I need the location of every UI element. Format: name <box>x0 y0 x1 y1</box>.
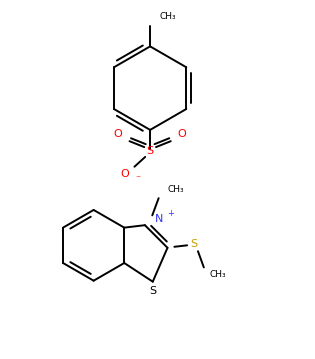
Text: O: O <box>178 129 186 139</box>
Text: CH₃: CH₃ <box>209 270 226 279</box>
Text: +: + <box>167 209 174 218</box>
Text: ⁻: ⁻ <box>136 174 141 184</box>
Text: N: N <box>154 214 163 224</box>
Text: CH₃: CH₃ <box>159 13 176 22</box>
Text: S: S <box>146 146 154 156</box>
Text: S: S <box>149 286 156 297</box>
Text: O: O <box>114 129 123 139</box>
Text: S: S <box>191 239 198 250</box>
Text: O: O <box>120 169 129 179</box>
Text: CH₃: CH₃ <box>168 185 184 194</box>
